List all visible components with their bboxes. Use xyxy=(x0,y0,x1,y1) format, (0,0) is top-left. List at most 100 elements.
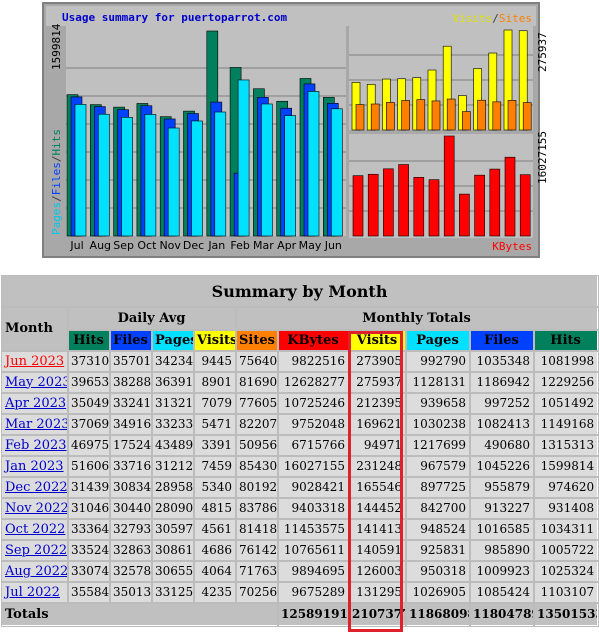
daily-visits-cell: 3391 xyxy=(192,433,237,457)
monthly-kbytes-cell: 6715766 xyxy=(276,433,350,457)
monthly-pages-cell: 897725 xyxy=(404,475,471,499)
left-gridlines xyxy=(66,67,346,209)
month-link[interactable]: Feb 2023 xyxy=(5,437,67,453)
kbytes-bar xyxy=(443,135,455,237)
legend-hits: Hits xyxy=(50,129,63,156)
monthly-kbytes-cell: 9752048 xyxy=(276,412,350,436)
monthly-kbytes-cell: 9894695 xyxy=(276,559,350,583)
monthly-hits-cell: 1051492 xyxy=(532,391,599,415)
monthly-sites-cell: 50956 xyxy=(234,433,279,457)
month-cell: Jun 2023 xyxy=(0,349,69,373)
total-visits: 2107377 xyxy=(347,601,407,627)
kbytes-bar xyxy=(367,173,379,237)
monthly-kbytes-cell: 12628277 xyxy=(276,370,350,394)
daily-hits-cell: 39653 xyxy=(66,370,111,394)
kbytes-bars xyxy=(352,135,531,237)
monthly-sites-cell: 76142 xyxy=(234,538,279,562)
daily-files-cell: 34916 xyxy=(108,412,153,436)
daily-visits-cell: 4561 xyxy=(192,517,237,541)
monthly-files-cell: 997252 xyxy=(468,391,535,415)
legend-pages: Pages xyxy=(50,202,63,235)
monthly-files-cell: 1186942 xyxy=(468,370,535,394)
monthly-sites-cell: 80192 xyxy=(234,475,279,499)
monthly-hits-cell: 1025324 xyxy=(532,559,599,583)
table-row: Mar 2023 37069 34916 33233 5471 82207 9752048 1… xyxy=(0,412,599,436)
month-link[interactable]: Nov 2022 xyxy=(5,500,68,516)
daily-pages-cell: 30861 xyxy=(150,538,195,562)
visits-sites-bars xyxy=(351,29,532,131)
monthly-hits-cell: 931408 xyxy=(532,496,599,520)
monthly-sites-cell: 83786 xyxy=(234,496,279,520)
chart-header-bg xyxy=(46,6,536,26)
monthly-sites-cell: 81418 xyxy=(234,517,279,541)
right-bottom-gridlines xyxy=(349,160,533,212)
month-link[interactable]: Oct 2022 xyxy=(5,521,66,537)
daily-files-header: Files xyxy=(108,328,153,352)
legend-sites: Sites xyxy=(499,12,532,25)
monthly-files-cell: 985890 xyxy=(468,538,535,562)
month-link[interactable]: Apr 2023 xyxy=(5,395,67,411)
x-label: Jul xyxy=(69,239,83,252)
monthly-kbytes-cell: 10725246 xyxy=(276,391,350,415)
x-label: Jan xyxy=(207,239,225,252)
month-cell: Aug 2022 xyxy=(0,559,69,583)
month-link[interactable]: Jan 2023 xyxy=(5,458,64,474)
monthly-hits-header: Hits xyxy=(532,328,599,352)
daily-visits-cell: 4235 xyxy=(192,580,237,604)
daily-hits-cell: 33074 xyxy=(66,559,111,583)
daily-pages-cell: 43489 xyxy=(150,433,195,457)
month-cell: May 2023 xyxy=(0,370,69,394)
month-link[interactable]: Jun 2023 xyxy=(5,353,65,369)
month-link[interactable]: Jul 2022 xyxy=(5,584,60,600)
month-link[interactable]: May 2023 xyxy=(5,374,68,390)
table-row: Jul 2022 35584 35013 33125 4235 70256 9675289 1… xyxy=(0,580,599,604)
daily-visits-cell: 7459 xyxy=(192,454,237,478)
monthly-pages-cell: 939658 xyxy=(404,391,471,415)
pages-bar xyxy=(74,104,87,237)
pages-bar xyxy=(144,114,157,237)
monthly-hits-cell: 1081998 xyxy=(532,349,599,373)
total-files: 11804789 xyxy=(468,601,535,627)
monthly-kbytes-cell: 16027155 xyxy=(276,454,350,478)
legend-visits-sites: Visits/Sites xyxy=(453,12,533,25)
hits-files-pages-bars xyxy=(66,30,343,237)
pages-bar xyxy=(307,91,320,237)
month-link[interactable]: Dec 2022 xyxy=(5,479,68,495)
month-link[interactable]: Mar 2023 xyxy=(5,416,68,432)
legend-visits: Visits xyxy=(453,12,493,25)
month-cell: Sep 2022 xyxy=(0,538,69,562)
kbytes-bar xyxy=(398,164,409,237)
month-cell: Dec 2022 xyxy=(0,475,69,499)
monthly-kbytes-cell: 9028421 xyxy=(276,475,350,499)
kbytes-bar xyxy=(489,168,501,237)
kbytes-bar xyxy=(413,177,425,237)
table-row: Aug 2022 33074 32578 30655 4064 71763 9894695 1… xyxy=(0,559,599,583)
x-label: Mar xyxy=(253,239,274,252)
daily-hits-cell: 31046 xyxy=(66,496,111,520)
month-link[interactable]: Aug 2022 xyxy=(5,563,68,579)
month-link[interactable]: Sep 2022 xyxy=(5,542,68,558)
table-row: Apr 2023 35049 33241 31321 7079 77605 10725246… xyxy=(0,391,599,415)
daily-files-cell: 32793 xyxy=(108,517,153,541)
monthly-sites-cell: 71763 xyxy=(234,559,279,583)
daily-pages-cell: 33233 xyxy=(150,412,195,436)
summary-title: Summary by Month xyxy=(0,274,599,308)
daily-files-cell: 35701 xyxy=(108,349,153,373)
monthly-pages-cell: 1128131 xyxy=(404,370,471,394)
month-cell: Apr 2023 xyxy=(0,391,69,415)
x-label: Aug xyxy=(90,239,111,252)
table-row: Dec 2022 31439 30834 28958 5340 80192 9028421 1… xyxy=(0,475,599,499)
x-label: Dec xyxy=(183,239,204,252)
pages-bar xyxy=(284,115,297,237)
pages-bar xyxy=(191,120,203,237)
daily-hits-cell: 33364 xyxy=(66,517,111,541)
monthly-files-header: Files xyxy=(468,328,535,352)
monthly-sites-cell: 75640 xyxy=(234,349,279,373)
monthly-visits-cell: 141413 xyxy=(347,517,407,541)
daily-pages-cell: 28958 xyxy=(150,475,195,499)
daily-visits-cell: 4815 xyxy=(192,496,237,520)
monthly-visits-cell: 165546 xyxy=(347,475,407,499)
monthly-kbytes-cell: 9403318 xyxy=(276,496,350,520)
right-bottom-max-label: 16027155 xyxy=(536,131,549,184)
kbytes-bar xyxy=(519,174,531,237)
